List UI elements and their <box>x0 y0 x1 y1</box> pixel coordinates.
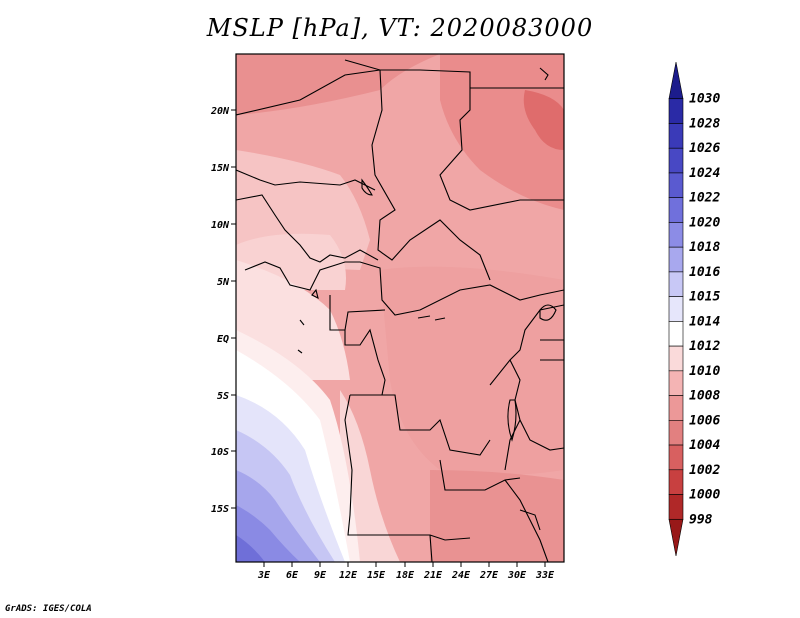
lat-label: 5N <box>217 277 230 288</box>
lat-labels: 20N 15N 10N 5N EQ 5S 10S 15S <box>210 106 230 515</box>
colorbar-label: 1010 <box>689 364 720 379</box>
colorbar-swatch <box>668 395 684 421</box>
colorbar-swatch <box>668 197 684 223</box>
colorbar-label: 1004 <box>689 438 720 453</box>
colorbar-swatch <box>668 469 684 495</box>
lon-labels: 3E 6E 9E 12E 15E 18E 21E 24E 27E 30E 33E <box>257 570 555 581</box>
colorbar-label: 998 <box>689 512 713 527</box>
colorbar-label: 1022 <box>689 191 720 206</box>
colorbar-swatch <box>668 172 684 198</box>
lon-label: 12E <box>339 570 358 581</box>
lon-ticks <box>263 562 546 567</box>
colorbar-swatch <box>668 494 684 520</box>
colorbar-swatch <box>668 222 684 248</box>
colorbar-swatch <box>668 271 684 297</box>
colorbar-swatch <box>668 444 684 471</box>
pressure-field <box>236 54 564 562</box>
colorbar-swatch <box>668 370 684 396</box>
colorbar-arrow-bottom <box>668 518 684 557</box>
lon-label: 6E <box>286 570 299 581</box>
colorbar-arrow-top <box>668 61 684 100</box>
field-ocean-1022 <box>236 535 265 562</box>
colorbar-swatch <box>668 98 684 124</box>
lon-label: 21E <box>423 570 443 581</box>
colorbar-label: 1020 <box>689 215 720 230</box>
colorbar-swatch <box>668 246 684 273</box>
lat-label: 10S <box>211 447 229 458</box>
colorbar-label: 1016 <box>689 265 720 280</box>
colorbar-label: 1014 <box>689 314 720 329</box>
lon-label: 9E <box>314 570 327 581</box>
lat-label: 10N <box>211 220 230 231</box>
lat-label: 5S <box>217 391 229 402</box>
colorbar-swatch <box>668 321 684 347</box>
colorbar-swatch <box>668 123 684 149</box>
colorbar-label: 1028 <box>689 116 720 131</box>
colorbar-label: 1012 <box>689 339 720 354</box>
colorbar-label: 1008 <box>689 389 720 404</box>
lon-label: 3E <box>257 570 271 581</box>
map-title: MSLP [hPa], VT: 2020083000 <box>206 14 594 42</box>
country-borders <box>236 59 564 562</box>
grads-credit: GrADS: IGES/COLA <box>5 604 92 614</box>
lat-ticks <box>231 109 236 509</box>
lat-label: 15N <box>211 163 230 174</box>
colorbar-label: 1006 <box>689 413 720 428</box>
map-frame <box>235 53 565 563</box>
colorbar-swatch <box>668 420 684 446</box>
colorbar-label: 1030 <box>689 92 720 107</box>
lat-label: 15S <box>211 504 229 515</box>
colorbar-label: 1002 <box>689 463 720 478</box>
colorbar-swatch <box>668 147 684 174</box>
lon-label: 15E <box>367 570 386 581</box>
lat-label: EQ <box>217 334 229 345</box>
field-low-core <box>523 90 564 150</box>
lon-label: 18E <box>396 570 415 581</box>
colorbar-swatch <box>668 296 684 322</box>
lon-label: 24E <box>451 570 471 581</box>
colorbar-swatch <box>668 345 684 372</box>
lon-label: 30E <box>507 570 527 581</box>
lon-label: 27E <box>479 570 499 581</box>
colorbar: 1030 1028 1026 1024 1022 1020 1018 1016 1015 1014… <box>668 61 720 557</box>
colorbar-label: 1000 <box>689 488 720 503</box>
field-north-band <box>236 54 440 115</box>
colorbar-label: 1024 <box>689 166 720 181</box>
lon-label: 33E <box>535 570 555 581</box>
lat-label: 20N <box>210 106 230 117</box>
colorbar-label: 1018 <box>689 240 720 255</box>
colorbar-label: 1015 <box>689 290 720 305</box>
colorbar-label: 1026 <box>689 141 720 156</box>
